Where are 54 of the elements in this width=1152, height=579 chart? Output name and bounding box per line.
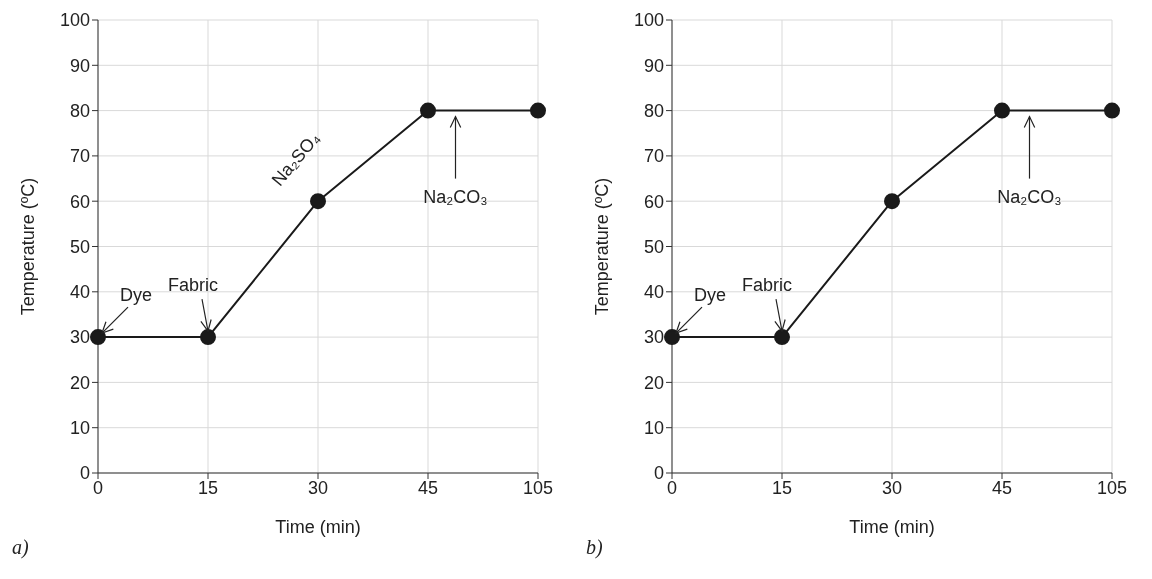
annotation: Na₂CO₃	[997, 186, 1062, 207]
point	[994, 102, 1010, 119]
y-tick-label: 60	[69, 191, 90, 212]
y-tick-label: 60	[643, 191, 664, 212]
y-tick-label: 10	[69, 418, 90, 439]
point	[90, 329, 106, 346]
point	[1104, 102, 1120, 119]
annotation: Fabric	[168, 275, 219, 296]
y-tick-label: 80	[643, 100, 664, 121]
y-axis-title: Temperature (ºC)	[592, 177, 613, 316]
y-tick-label: 50	[69, 236, 90, 257]
point	[200, 329, 216, 346]
x-axis-title: Time (min)	[275, 517, 361, 537]
y-tick-label: 40	[643, 282, 664, 303]
x-tick-label: 0	[666, 477, 678, 498]
x-tick-label: 15	[771, 477, 793, 498]
point	[310, 193, 326, 210]
y-tick-label: 0	[653, 463, 664, 484]
x-tick-label: 30	[307, 477, 329, 498]
point	[884, 193, 900, 210]
annotation: Dye	[694, 285, 727, 306]
y-tick-label: 90	[643, 55, 664, 76]
x-tick-label: 105	[1096, 477, 1128, 498]
x-tick-label: 30	[881, 477, 903, 498]
x-tick-label: 0	[92, 477, 104, 498]
point	[530, 102, 546, 119]
y-tick-label: 10	[643, 418, 664, 439]
x-tick-label: 45	[417, 477, 439, 498]
x-tick-label: 105	[522, 477, 554, 498]
y-tick-label: 80	[69, 100, 90, 121]
y-tick-label: 40	[69, 282, 90, 303]
y-tick-label: 50	[643, 236, 664, 257]
text: a)	[12, 536, 29, 559]
y-axis-title: Temperature (ºC)	[18, 177, 39, 316]
x-axis-title: Time (min)	[849, 517, 935, 537]
y-tick-label: 0	[79, 463, 90, 484]
y-tick-label: 20	[643, 372, 664, 393]
y-tick-label: 70	[69, 146, 90, 167]
y-tick-label: 70	[643, 146, 664, 167]
annotation: Fabric	[742, 275, 793, 296]
x-tick-label: 15	[197, 477, 219, 498]
text: b)	[586, 536, 603, 559]
y-tick-label: 100	[59, 10, 90, 31]
y-tick-label: 30	[69, 327, 90, 348]
annotation: Dye	[120, 285, 153, 306]
point	[664, 329, 680, 346]
annotation: Na₂CO₃	[423, 186, 488, 207]
y-tick-label: 20	[69, 372, 90, 393]
y-tick-label: 30	[643, 327, 664, 348]
point	[774, 329, 790, 346]
y-tick-label: 100	[633, 10, 664, 31]
point	[420, 102, 436, 119]
x-tick-label: 45	[991, 477, 1013, 498]
y-tick-label: 90	[69, 55, 90, 76]
